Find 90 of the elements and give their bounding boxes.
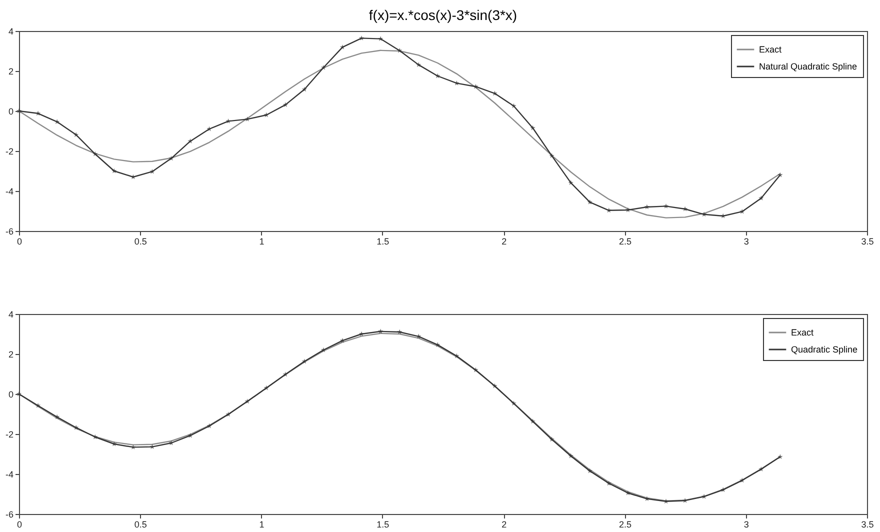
x-tick-label: 2 [502, 520, 507, 530]
y-tick-label: -2 [5, 430, 14, 440]
point [587, 199, 592, 204]
point [568, 453, 574, 458]
x-tick-label: 3 [744, 236, 749, 246]
y-tick-label: -6 [5, 226, 14, 236]
point [264, 385, 269, 390]
point [302, 358, 308, 364]
point [644, 204, 650, 210]
chart-title: f(x)=x.*cos(x)-3*sin(3*x) [368, 7, 518, 23]
y-tick-label: 0 [8, 390, 14, 400]
point [625, 490, 631, 496]
point [226, 118, 231, 124]
y-tick-label: -2 [5, 146, 14, 156]
point [778, 454, 783, 460]
y-tick-label: 4 [8, 310, 14, 320]
point [492, 383, 498, 388]
y-tick-label: 4 [8, 26, 14, 36]
point [606, 480, 612, 486]
x-tick-label: 3.5 [861, 236, 874, 246]
point [168, 440, 174, 446]
point [92, 434, 98, 440]
point [282, 102, 288, 108]
x-tick-label: 1.5 [376, 520, 390, 530]
point [244, 116, 250, 122]
point [206, 423, 212, 428]
point [244, 398, 250, 404]
point [473, 84, 478, 89]
y-tick-label: 2 [8, 350, 14, 360]
point [778, 172, 783, 178]
x-tick-label: 3.5 [861, 520, 874, 530]
point [435, 73, 440, 78]
point [416, 62, 422, 68]
point [396, 329, 402, 334]
point [92, 151, 98, 156]
x-tick-label: 2.5 [618, 236, 632, 246]
y-tick-label: -4 [5, 186, 14, 196]
x-tick-label: 1 [259, 520, 264, 530]
point [206, 126, 212, 132]
x-tick-label: 1.5 [376, 236, 390, 246]
point [130, 444, 136, 450]
point [549, 153, 554, 158]
y-tick-label: -4 [5, 470, 14, 480]
point [758, 466, 764, 472]
point [188, 138, 193, 144]
y-tick-label: 0 [8, 106, 14, 116]
x-tick-label: 0.5 [134, 520, 147, 530]
x-tick-label: 0.5 [134, 236, 147, 246]
point [435, 342, 440, 348]
point [378, 328, 384, 334]
point [302, 86, 308, 92]
x-tick-label: 0 [16, 236, 22, 246]
legend-label: Exact [791, 328, 814, 338]
point [168, 156, 174, 161]
point [358, 35, 364, 40]
point [112, 168, 117, 174]
point [511, 103, 516, 108]
point [282, 372, 288, 377]
point [54, 414, 60, 420]
x-tick-label: 2.5 [618, 520, 632, 530]
point [358, 331, 364, 336]
point [663, 203, 669, 208]
legend-label: Exact [759, 44, 782, 54]
point [16, 108, 22, 114]
legend-label: Quadratic Spline [791, 344, 858, 354]
point [150, 168, 155, 174]
y-tick-label: 2 [8, 66, 14, 76]
legend-label: Natural Quadratic Spline [759, 62, 858, 72]
point [758, 195, 764, 200]
point [530, 418, 536, 424]
point [473, 367, 478, 372]
point [16, 391, 22, 396]
x-tick-label: 0 [16, 520, 22, 530]
point [587, 468, 592, 474]
point [226, 412, 231, 417]
x-tick-label: 1 [259, 236, 264, 246]
point [511, 400, 516, 406]
point [740, 478, 745, 483]
x-tick-label: 2 [502, 236, 507, 246]
point [530, 125, 536, 130]
x-tick-label: 3 [744, 520, 749, 530]
point [568, 180, 574, 186]
point [549, 436, 554, 442]
point [720, 487, 726, 492]
y-tick-label: -6 [5, 510, 14, 520]
point [73, 132, 79, 138]
point [340, 44, 346, 50]
point [454, 353, 460, 358]
point [264, 112, 269, 118]
point [378, 36, 384, 42]
